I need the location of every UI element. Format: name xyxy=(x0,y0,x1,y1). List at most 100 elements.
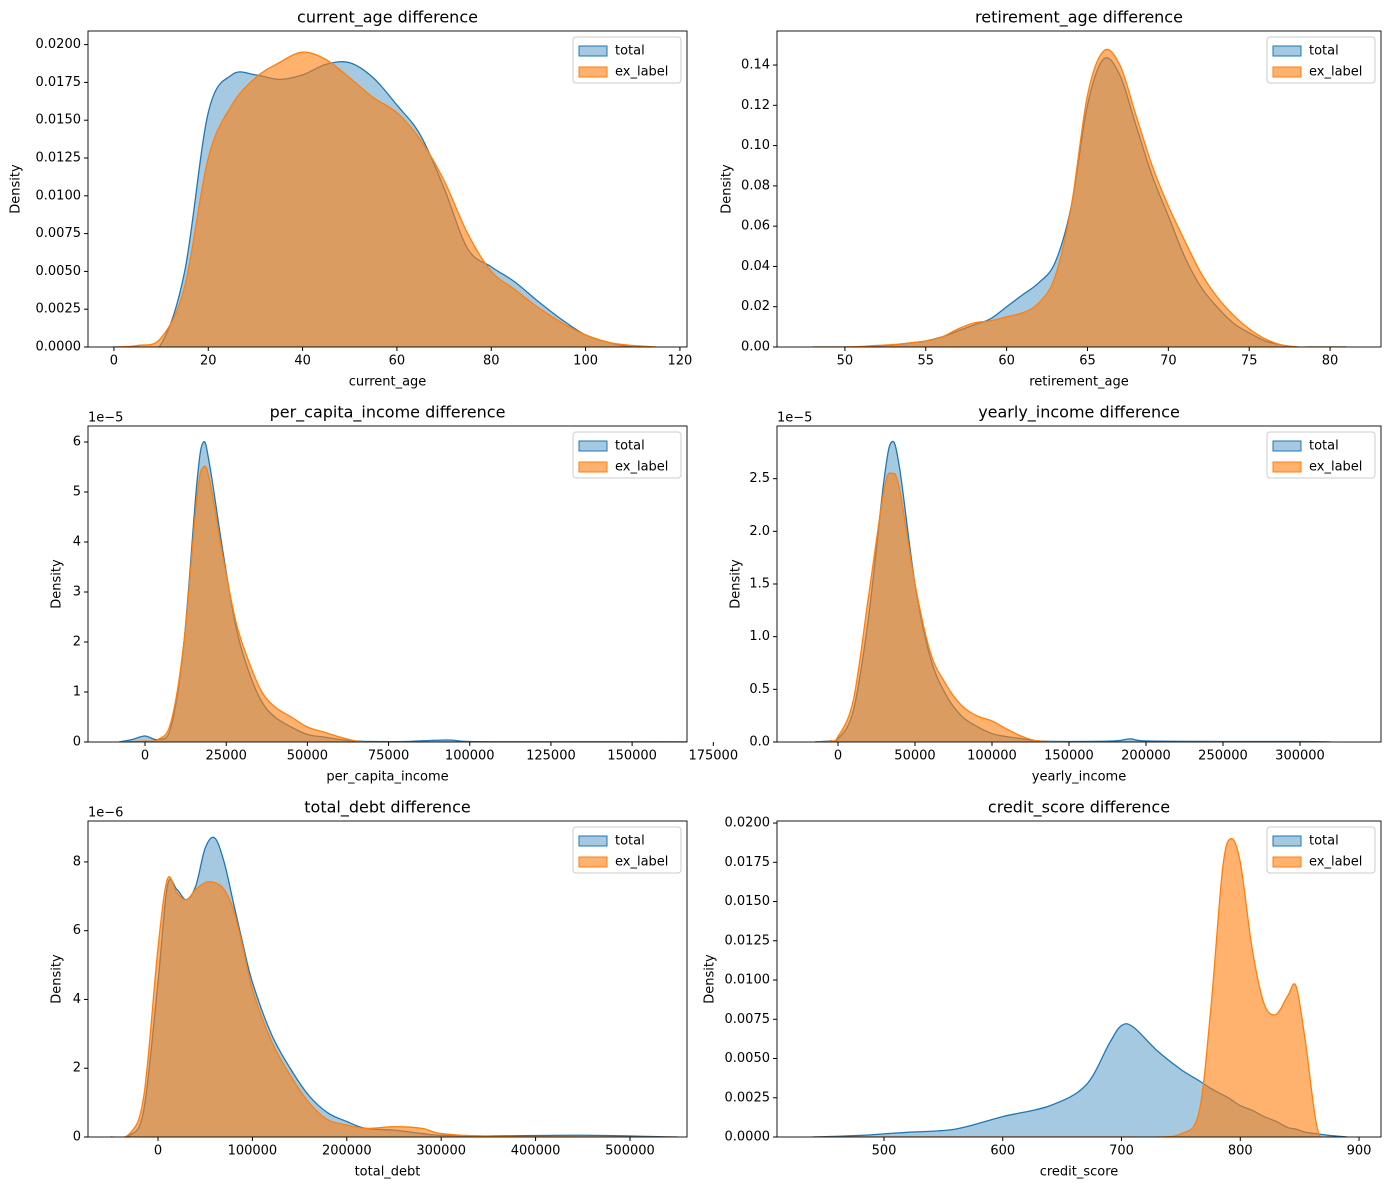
x-tick-label: 150000 xyxy=(1044,749,1094,764)
y-axis-label: Density xyxy=(720,164,735,214)
x-tick-label: 50000 xyxy=(287,749,328,764)
y-tick-label: 2.0 xyxy=(749,524,770,539)
y-tick-label: 0.0150 xyxy=(725,894,771,909)
x-tick-label: 55 xyxy=(918,354,935,369)
subplot: 0 20 40 60 80 100 120 0.0000 0.0025 0.0050 0.0075 0… xyxy=(9,8,693,390)
x-tick-label: 0 xyxy=(834,749,842,764)
density-area xyxy=(113,52,657,347)
y-tick-label: 0.02 xyxy=(741,299,770,314)
x-tick-label: 500000 xyxy=(605,1144,655,1159)
x-tick-label: 250000 xyxy=(1198,749,1248,764)
density-area xyxy=(110,876,678,1137)
y-axis-label: Density xyxy=(9,164,24,214)
y-tick-label: 1.0 xyxy=(749,629,770,644)
x-tick-label: 200000 xyxy=(1121,749,1171,764)
y-tick-label: 1 xyxy=(73,685,81,700)
x-tick-label: 25000 xyxy=(206,749,247,764)
x-axis-label: current_age xyxy=(349,375,427,390)
y-tick-label: 0.0075 xyxy=(36,226,82,241)
x-tick-label: 75000 xyxy=(368,749,409,764)
density-area xyxy=(812,49,1347,347)
legend-label: total xyxy=(615,439,645,454)
y-offset-label: 1e−6 xyxy=(88,806,123,821)
x-tick-label: 60 xyxy=(998,354,1015,369)
legend-label: total xyxy=(615,834,645,849)
y-tick-label: 2.5 xyxy=(749,471,770,486)
legend-label: ex_label xyxy=(615,65,668,80)
legend-patch xyxy=(578,461,608,473)
y-tick-label: 0.0050 xyxy=(725,1051,771,1066)
x-tick-label: 75 xyxy=(1241,354,1258,369)
legend-patch xyxy=(578,835,608,847)
y-tick-label: 3 xyxy=(73,585,81,600)
y-tick-label: 0.0100 xyxy=(725,973,771,988)
chart-title: per_capita_income difference xyxy=(270,403,506,423)
density-area xyxy=(814,473,1331,742)
axes-frame xyxy=(776,30,1382,348)
density-line xyxy=(814,472,1331,742)
legend-label: total xyxy=(615,44,645,59)
legend-label: ex_label xyxy=(1309,855,1362,870)
density-line xyxy=(812,48,1347,347)
y-tick-label: 0.08 xyxy=(741,178,770,193)
axes-frame xyxy=(776,820,1382,1138)
legend-label: ex_label xyxy=(1309,460,1362,475)
x-tick-label: 175000 xyxy=(688,749,738,764)
y-tick-label: 0.0175 xyxy=(36,75,82,90)
y-tick-label: 0.06 xyxy=(741,219,770,234)
y-axis-label: Density xyxy=(50,559,65,609)
x-tick-label: 65 xyxy=(1079,354,1096,369)
x-tick-label: 40 xyxy=(294,354,311,369)
x-tick-label: 100000 xyxy=(445,749,495,764)
x-tick-label: 80 xyxy=(483,354,500,369)
y-tick-label: 0.0050 xyxy=(36,264,82,279)
axes-frame xyxy=(87,425,688,743)
y-tick-label: 0.0075 xyxy=(725,1012,771,1027)
y-tick-label: 0.0200 xyxy=(725,816,771,831)
x-tick-label: 900 xyxy=(1347,1144,1372,1159)
chart-title: total_debt difference xyxy=(304,798,470,818)
y-tick-label: 0.00 xyxy=(741,340,770,355)
y-tick-label: 1.5 xyxy=(749,577,770,592)
x-tick-label: 80 xyxy=(1322,354,1339,369)
y-tick-label: 4 xyxy=(73,992,81,1007)
legend-label: total xyxy=(1309,44,1339,59)
x-tick-label: 20 xyxy=(200,354,217,369)
density-line xyxy=(119,465,687,742)
legend-label: ex_label xyxy=(1309,65,1362,80)
y-tick-label: 0.0000 xyxy=(725,1130,771,1145)
density-area xyxy=(812,838,1348,1137)
y-offset-label: 1e−5 xyxy=(777,411,812,426)
x-tick-label: 200000 xyxy=(322,1144,372,1159)
y-tick-label: 0.0100 xyxy=(36,188,82,203)
x-tick-label: 0 xyxy=(141,749,149,764)
y-offset-label: 1e−5 xyxy=(88,411,123,426)
legend-label: ex_label xyxy=(615,460,668,475)
subplot: 0 25000 50000 75000 100000 125000 150000 175000… xyxy=(50,403,739,785)
y-tick-label: 2 xyxy=(73,1061,81,1076)
legend-patch xyxy=(1272,45,1302,57)
legend-patch xyxy=(1272,461,1302,473)
y-tick-label: 0.0175 xyxy=(725,855,771,870)
legend-patch xyxy=(578,440,608,452)
legend-label: total xyxy=(1309,439,1339,454)
y-tick-label: 0.12 xyxy=(741,98,770,113)
y-axis-label: Density xyxy=(703,954,718,1004)
y-tick-label: 6 xyxy=(73,435,81,450)
chart-title: yearly_income difference xyxy=(978,403,1180,423)
y-tick-label: 8 xyxy=(73,854,81,869)
y-tick-label: 0.0150 xyxy=(36,113,82,128)
y-tick-label: 0.0025 xyxy=(725,1090,771,1105)
y-tick-label: 6 xyxy=(73,923,81,938)
legend-patch xyxy=(1272,440,1302,452)
y-tick-label: 0.10 xyxy=(741,138,770,153)
x-axis-label: per_capita_income xyxy=(326,770,448,785)
y-tick-label: 0 xyxy=(73,735,81,750)
legend-patch xyxy=(578,66,608,78)
y-tick-label: 0.0200 xyxy=(36,37,82,52)
y-tick-label: 0.0 xyxy=(749,735,770,750)
x-tick-label: 700 xyxy=(1109,1144,1134,1159)
axes-frame xyxy=(87,30,688,348)
legend-patch xyxy=(578,856,608,868)
